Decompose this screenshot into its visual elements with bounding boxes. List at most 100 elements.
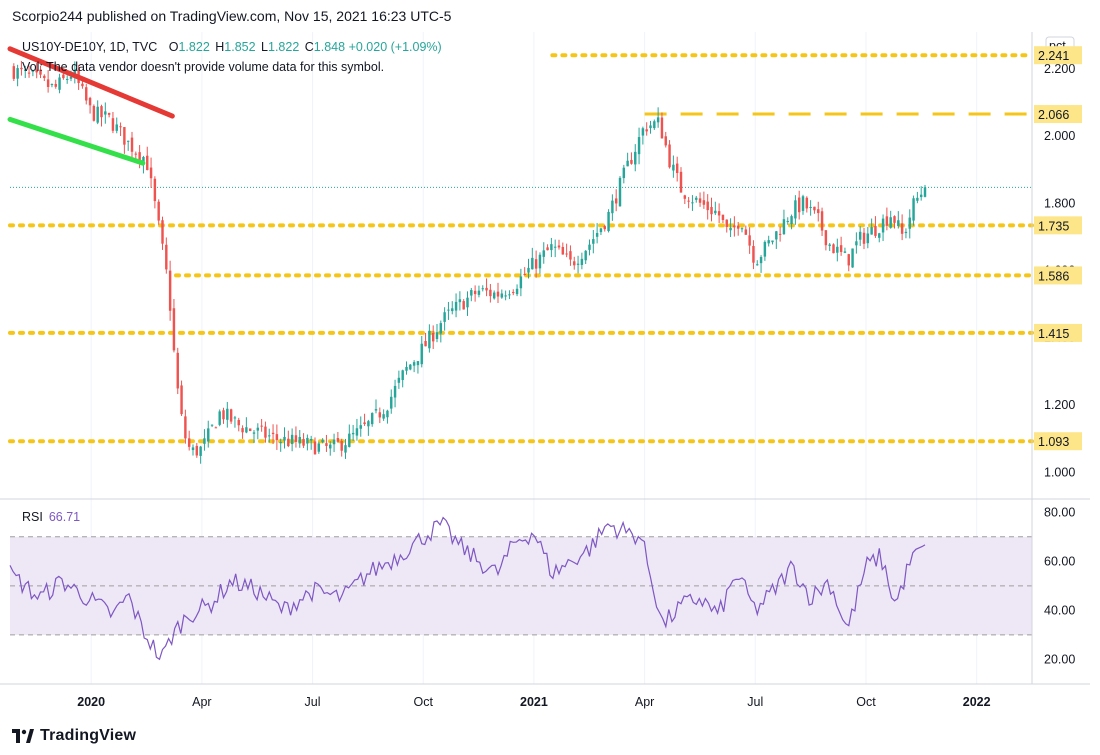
candle <box>466 297 469 308</box>
time-tick-label: Jul <box>305 695 321 709</box>
candle <box>523 273 526 275</box>
candle <box>39 69 42 75</box>
candle <box>820 211 824 231</box>
candle <box>355 428 359 436</box>
candle <box>35 69 38 73</box>
axes: 1.0001.2001.4001.6001.8002.0002.200pct2.… <box>0 32 1090 709</box>
candle <box>836 246 839 253</box>
candle <box>374 409 378 411</box>
candle <box>351 432 355 435</box>
candle <box>576 263 580 265</box>
rsi-value: 66.71 <box>48 510 81 524</box>
candle <box>515 288 519 295</box>
price-pane <box>7 46 1034 464</box>
candle <box>226 408 229 420</box>
candle <box>321 439 324 443</box>
candle <box>283 436 286 441</box>
candle <box>248 428 252 432</box>
time-tick-label: Oct <box>414 695 434 709</box>
low-value: 1.822 <box>268 40 300 54</box>
candle <box>550 244 553 251</box>
candle <box>214 427 218 429</box>
candle <box>889 217 892 228</box>
candle <box>534 259 538 269</box>
candle <box>298 436 301 444</box>
time-tick-label: 2021 <box>520 695 548 709</box>
candle <box>210 424 214 426</box>
candle <box>584 250 587 261</box>
candle <box>100 106 103 118</box>
candle <box>149 167 153 179</box>
candle <box>245 427 248 433</box>
candle <box>65 78 69 80</box>
candle <box>363 422 366 424</box>
candle <box>775 231 778 240</box>
candle <box>16 68 19 79</box>
candle <box>306 437 309 444</box>
high-value: 1.852 <box>224 40 256 54</box>
candle <box>184 416 187 439</box>
level-label: 1.415 <box>1038 327 1069 341</box>
candle <box>290 434 294 445</box>
candle <box>740 228 744 230</box>
candle <box>416 361 420 366</box>
candle <box>851 248 854 268</box>
candle <box>858 231 862 240</box>
candle <box>470 290 473 296</box>
candle <box>378 412 382 418</box>
candle <box>340 440 343 451</box>
candle <box>405 366 408 371</box>
candle <box>496 291 500 297</box>
candle <box>897 220 900 227</box>
candle <box>679 171 683 193</box>
candle <box>412 362 416 366</box>
candle <box>309 438 313 441</box>
candle <box>553 246 557 248</box>
candle <box>344 445 347 453</box>
candle <box>69 76 73 79</box>
candle <box>439 323 443 334</box>
candle <box>50 84 54 86</box>
candle <box>187 438 191 447</box>
candle <box>111 118 115 131</box>
candle <box>233 417 237 419</box>
candle <box>748 235 751 246</box>
candle <box>599 228 603 233</box>
candle <box>473 290 477 295</box>
time-tick-label: Oct <box>856 695 876 709</box>
candle <box>809 206 812 208</box>
candle <box>397 377 401 383</box>
candle <box>702 200 706 205</box>
candle <box>637 137 641 155</box>
candle <box>31 70 35 72</box>
candle <box>824 230 828 246</box>
price-chart[interactable]: 1.0001.2001.4001.6001.8002.0002.200pct2.… <box>0 30 1100 720</box>
candle <box>256 427 260 431</box>
candle <box>96 106 99 123</box>
price-tick-label: 1.800 <box>1044 196 1075 210</box>
candle <box>504 295 507 297</box>
candle <box>428 330 431 349</box>
trendline-resistance <box>7 46 175 119</box>
time-tick-label: 2020 <box>77 695 105 709</box>
candle <box>634 151 637 165</box>
candle <box>454 301 458 311</box>
candle <box>180 385 183 415</box>
open-value: 1.822 <box>178 40 210 54</box>
candle <box>912 198 915 221</box>
candle <box>481 288 484 290</box>
candle <box>797 197 801 213</box>
candle <box>885 216 889 226</box>
candle <box>420 343 423 365</box>
rsi-band <box>10 536 1032 635</box>
candle <box>614 198 618 204</box>
candle <box>104 111 107 115</box>
candle <box>88 97 92 106</box>
candle <box>538 254 542 269</box>
candle <box>332 439 336 445</box>
candle <box>157 201 160 221</box>
candle <box>778 233 782 235</box>
candle <box>409 364 412 370</box>
candle <box>107 112 111 115</box>
candle <box>458 299 462 303</box>
